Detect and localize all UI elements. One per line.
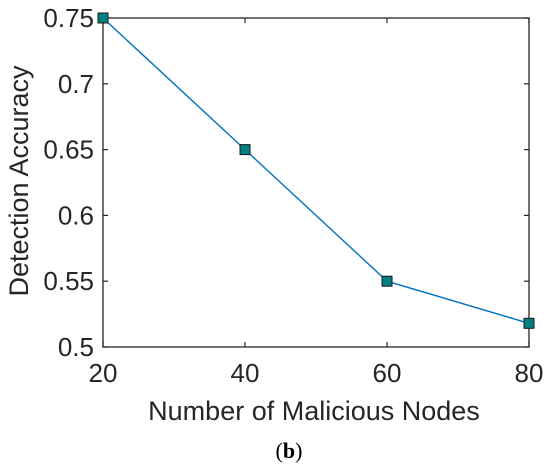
- figure-caption: (b): [276, 438, 303, 463]
- tick-labels: 20 40 60 80 0.5 0.55 0.6 0.65 0.7 0.75: [43, 3, 543, 388]
- x-axis-title: Number of Malicious Nodes: [148, 396, 480, 426]
- data-point-marker: [381, 275, 393, 287]
- axes-box: [102, 17, 530, 348]
- series-line-group: [102, 17, 530, 324]
- y-tick-label: 0.6: [58, 200, 94, 230]
- caption-letter: b: [283, 438, 295, 463]
- x-tick-label: 40: [231, 358, 260, 388]
- y-tick-label: 0.75: [43, 3, 94, 33]
- y-tick-label: 0.7: [58, 69, 94, 99]
- data-markers: [97, 12, 535, 329]
- data-point-marker: [97, 12, 109, 24]
- x-tick-label: 20: [89, 358, 118, 388]
- y-tick-label: 0.55: [43, 266, 94, 296]
- y-axis-title: Detection Accuracy: [4, 65, 34, 297]
- plot-area-frame: [102, 17, 530, 348]
- axis-ticks: [102, 17, 530, 348]
- y-tick-label: 0.5: [58, 332, 94, 362]
- caption-close-paren: ): [295, 438, 302, 463]
- data-point-marker: [523, 317, 535, 329]
- series-line: [102, 17, 530, 324]
- x-tick-label: 60: [373, 358, 402, 388]
- caption-open-paren: (: [276, 438, 283, 463]
- data-point-marker: [239, 144, 251, 156]
- x-tick-label: 80: [515, 358, 544, 388]
- y-tick-label: 0.65: [43, 135, 94, 165]
